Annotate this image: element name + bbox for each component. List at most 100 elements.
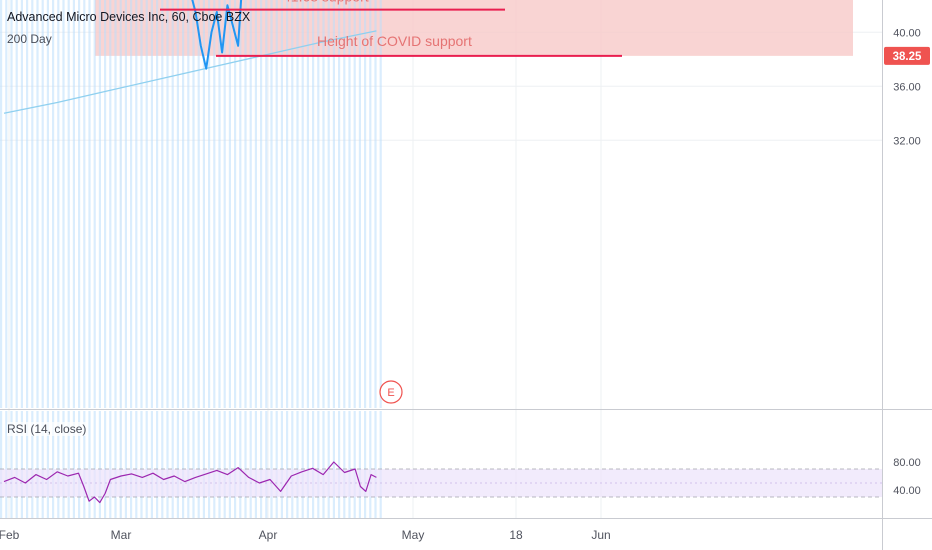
session-stripe [348, 411, 351, 518]
session-stripe [343, 411, 346, 518]
session-stripe [244, 411, 247, 518]
session-stripe [296, 0, 299, 408]
session-stripe [119, 411, 122, 518]
session-stripe [124, 411, 127, 518]
session-stripe [83, 411, 86, 518]
session-stripe [52, 411, 55, 518]
session-stripe [0, 0, 3, 408]
session-stripe [161, 0, 164, 408]
session-stripe [265, 0, 268, 408]
session-stripe [182, 411, 185, 518]
price-tick-label: 32.00 [893, 135, 921, 147]
session-stripe [46, 411, 49, 518]
session-stripe [197, 0, 200, 408]
session-stripe [317, 0, 320, 408]
session-stripe [104, 411, 107, 518]
session-stripe [26, 0, 29, 408]
session-stripe [239, 0, 242, 408]
rsi-study-label[interactable]: RSI (14, close) [7, 422, 87, 436]
session-stripe [213, 0, 216, 408]
session-stripe [78, 411, 81, 518]
support-label: Height of COVID support [317, 33, 472, 49]
session-stripe [20, 411, 23, 518]
session-stripe [114, 0, 117, 408]
session-stripe [98, 0, 101, 408]
session-stripe [332, 411, 335, 518]
session-stripe [353, 411, 356, 518]
session-stripe [244, 0, 247, 408]
session-stripe [166, 0, 169, 408]
session-stripe [332, 0, 335, 408]
session-stripe [161, 411, 164, 518]
time-tick-label: 18 [509, 528, 523, 542]
session-stripe [187, 411, 190, 518]
session-stripe [171, 411, 174, 518]
session-stripe [41, 411, 44, 518]
rsi-tick-label: 40.00 [893, 485, 921, 497]
rsi-tick-label: 80.00 [893, 457, 921, 469]
session-stripe [36, 0, 39, 408]
session-stripe [36, 411, 39, 518]
session-stripe [306, 411, 309, 518]
session-stripe [156, 0, 159, 408]
session-stripe [374, 0, 377, 408]
session-stripe [301, 0, 304, 408]
session-stripe [301, 411, 304, 518]
session-stripe [234, 0, 237, 408]
price-badge-label: 38.25 [893, 51, 922, 63]
session-stripe [353, 0, 356, 408]
session-stripe [338, 411, 341, 518]
time-tick-label: Mar [111, 528, 132, 542]
session-stripe [348, 0, 351, 408]
session-stripe [140, 0, 143, 408]
session-stripe [254, 411, 257, 518]
session-stripe [119, 0, 122, 408]
session-stripe [31, 0, 34, 408]
session-stripe [275, 0, 278, 408]
earnings-marker-icon [379, 380, 403, 404]
session-stripe [57, 0, 60, 408]
session-stripe [78, 0, 81, 408]
session-stripe [296, 411, 299, 518]
session-stripe [270, 411, 273, 518]
session-stripe [187, 0, 190, 408]
session-stripe [275, 411, 278, 518]
session-stripe [135, 411, 138, 518]
session-stripe [150, 0, 153, 408]
session-stripe [286, 0, 289, 408]
session-stripe [280, 411, 283, 518]
session-stripe [145, 0, 148, 408]
session-stripe [52, 0, 55, 408]
session-stripe [93, 0, 96, 408]
session-stripe [369, 411, 372, 518]
session-stripe [104, 0, 107, 408]
session-stripe [130, 411, 133, 518]
session-stripe [67, 411, 70, 518]
session-stripe [166, 411, 169, 518]
session-stripe [369, 0, 372, 408]
session-stripe [338, 0, 341, 408]
price-badge [884, 46, 930, 65]
session-stripe [135, 0, 138, 408]
session-stripe [208, 0, 211, 408]
session-stripe [218, 411, 221, 518]
ma-study-label[interactable]: 200 Day [7, 32, 52, 46]
session-stripe [312, 0, 315, 408]
session-stripe [114, 411, 117, 518]
session-stripe [10, 411, 13, 518]
time-tick-label: May [402, 528, 425, 542]
session-stripe [88, 411, 91, 518]
session-stripe [291, 0, 294, 408]
session-stripe [223, 411, 226, 518]
session-stripe [343, 0, 346, 408]
session-stripe [130, 0, 133, 408]
session-stripe [280, 0, 283, 408]
time-tick-label: Jun [591, 528, 610, 542]
session-stripe [291, 411, 294, 518]
session-stripe [109, 0, 112, 408]
price-tick-label: 40.00 [893, 27, 921, 39]
session-stripe [202, 0, 205, 408]
session-stripe [150, 411, 153, 518]
session-stripe [213, 411, 216, 518]
